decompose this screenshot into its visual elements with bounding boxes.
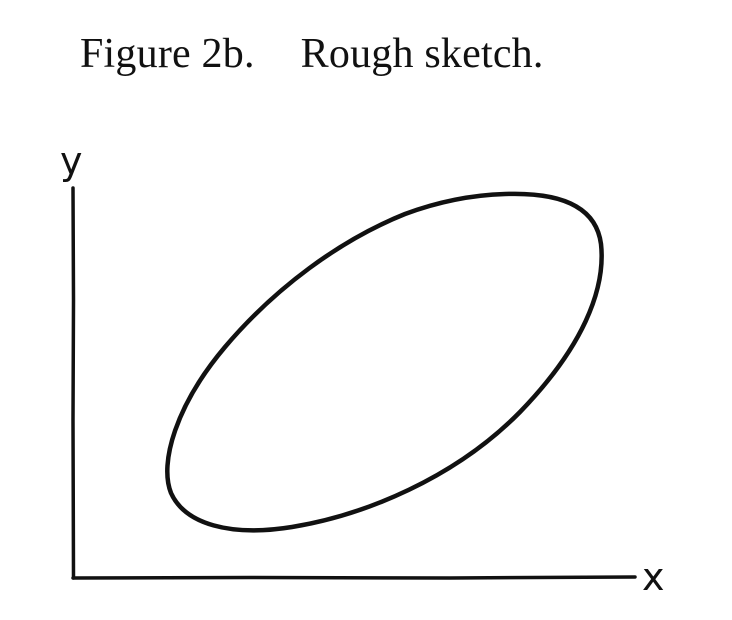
sketch-ellipse (167, 194, 601, 530)
x-axis-line (73, 577, 635, 578)
y-axis-line (73, 188, 74, 578)
x-axis-label: x (642, 555, 665, 599)
y-axis-label: y (60, 139, 83, 183)
